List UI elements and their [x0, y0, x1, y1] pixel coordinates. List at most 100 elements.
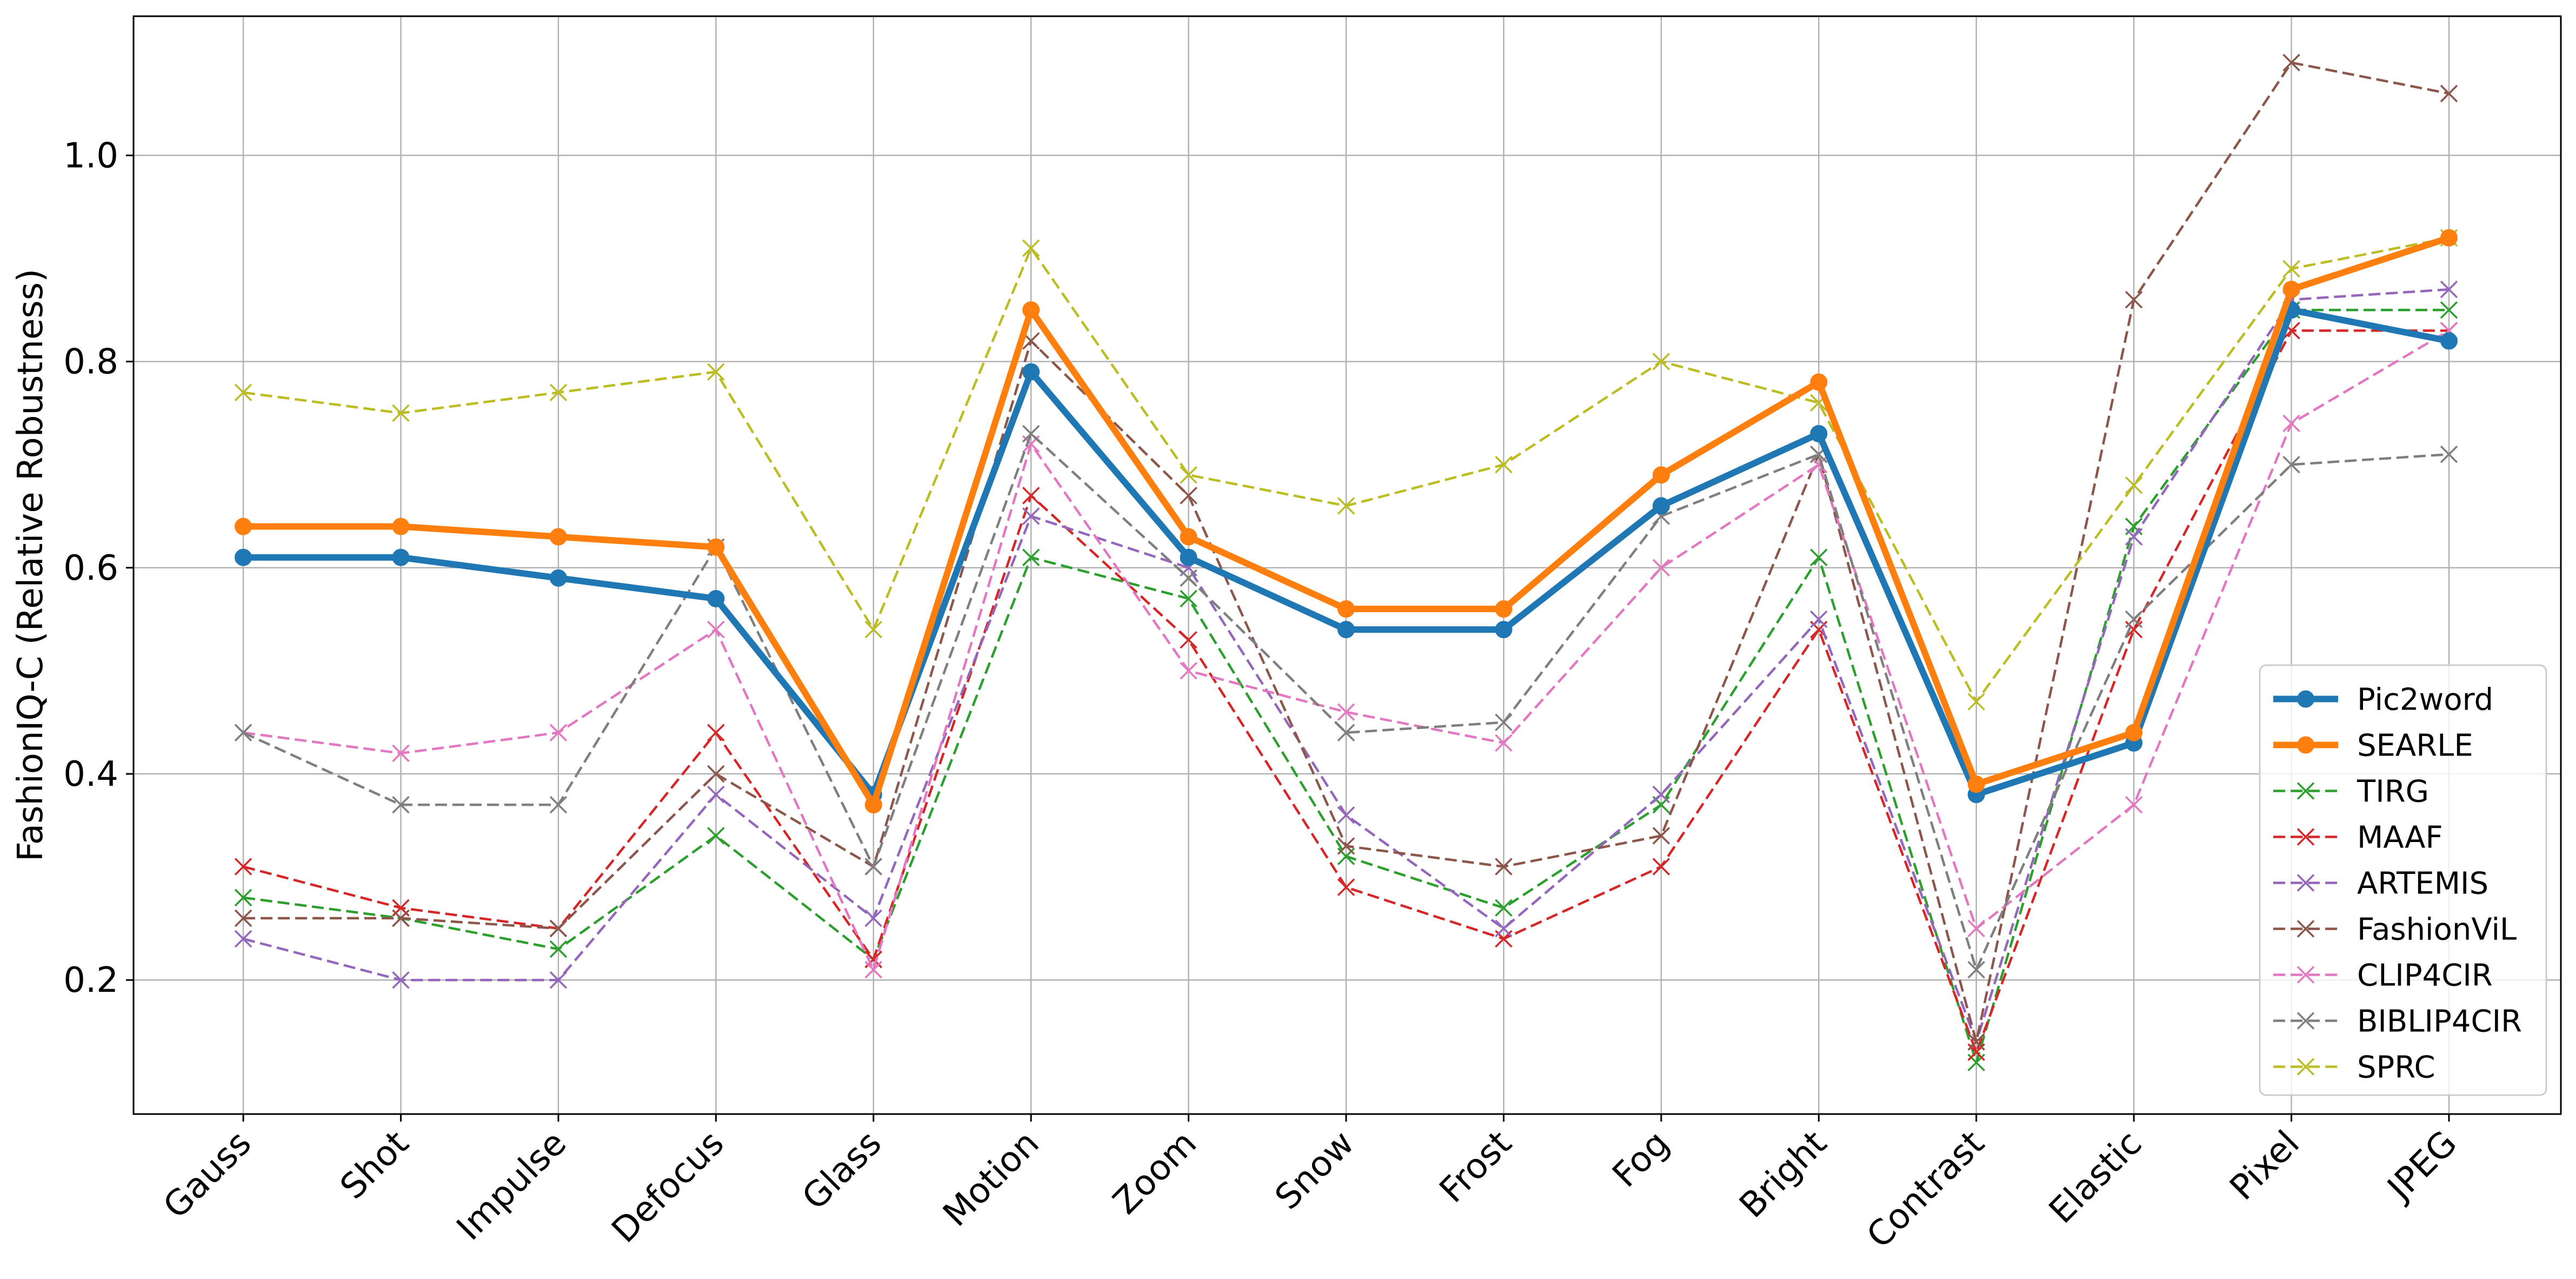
series-artemis-point [1810, 610, 1828, 628]
series-artemis-point [1495, 919, 1513, 938]
series-artemis-point [707, 785, 725, 804]
series-fashionvil-point [1495, 858, 1513, 876]
legend-label: ARTEMIS [2357, 866, 2488, 902]
series-clip4cir-point [1180, 662, 1197, 680]
legend-item-fashionvil: FashionViL [2273, 912, 2517, 947]
x-tick-label: Glass [795, 1123, 889, 1218]
series-pic2word [235, 301, 2458, 804]
series-fashionvil-point [1652, 827, 1670, 845]
series-artemis-point [1022, 507, 1040, 525]
legend-clip4cir-point [2297, 966, 2315, 984]
legend-tirg-point [2297, 782, 2315, 800]
series-clip4cir-point [392, 744, 410, 763]
series-artemis-point [392, 971, 410, 989]
series-artemis-point [1337, 806, 1355, 824]
series-maaf-point [1652, 858, 1670, 876]
series-fashionvil-point [1337, 837, 1355, 855]
series-clip4cir-point [1337, 703, 1355, 721]
series-biblip4cir-point [2282, 455, 2300, 474]
series-searle-point [2440, 229, 2458, 247]
series-biblip4cir-point [1022, 425, 1040, 443]
legend-biblip4cir-point [2297, 1012, 2315, 1030]
legend-label: CLIP4CIR [2357, 958, 2493, 993]
x-tick-label: Contrast [1859, 1123, 1992, 1256]
series-artemis-point [2440, 280, 2458, 299]
series-fashionvil-point [234, 909, 252, 927]
series-artemis-point [234, 930, 252, 948]
series-biblip4cir-point [1337, 724, 1355, 741]
y-tick-label: 0.8 [63, 342, 118, 382]
series-fashionvil-point [1180, 487, 1197, 505]
series-sprc-point [707, 363, 725, 381]
legend-maaf-point [2297, 828, 2315, 846]
series-clip4cir-point [2282, 414, 2300, 433]
legend-item-maaf: MAAF [2273, 820, 2443, 856]
series-tirg-point [2440, 301, 2458, 319]
legend: Pic2word SEARLE TIRG MAAF ARTEMIS FashionViL C… [2259, 664, 2547, 1096]
legend-label: SPRC [2357, 1050, 2435, 1085]
series-searle-point [2125, 724, 2143, 741]
series-artemis-point [864, 909, 882, 927]
series-fashionvil-point [1967, 1033, 1985, 1051]
series-fashionvil-point [2125, 290, 2143, 309]
series-pic2word-point [549, 569, 567, 587]
series-clip4cir-point [1967, 919, 1985, 938]
series-biblip4cir-point [234, 724, 252, 741]
series-clip4cir-point [1495, 734, 1513, 752]
series-sprc-point [864, 620, 882, 639]
series-tirg-point [1180, 589, 1197, 608]
legend-item-searle: SEARLE [2273, 728, 2473, 764]
series-pic2word-point [1495, 621, 1513, 639]
series-biblip4cir-point [1180, 569, 1197, 587]
series-clip4cir-point [549, 724, 568, 741]
legend-item-clip4cir: CLIP4CIR [2273, 958, 2493, 993]
series-sprc-point [1022, 239, 1040, 257]
y-axis-ticks: 0.2 0.4 0.6 0.8 1.0 [63, 136, 134, 1000]
series-tirg-point [1022, 548, 1040, 566]
x-tick-label: Zoom [1106, 1123, 1204, 1222]
series-searle-point [1495, 600, 1513, 618]
series-searle-point [1810, 373, 1828, 391]
x-tick-label: Defocus [604, 1123, 732, 1251]
series-searle-point [1967, 776, 1985, 793]
legend-item-tirg: TIRG [2273, 774, 2429, 810]
legend-artemis-point [2297, 874, 2315, 892]
series-biblip4cir-point [392, 796, 410, 814]
legend-pic2word-point [2297, 690, 2314, 708]
legend-label: MAAF [2357, 820, 2443, 856]
series-sprc-point [549, 383, 568, 401]
series-tirg-point [549, 940, 568, 958]
y-axis-label: FashionIQ-C (Relative Robustness) [11, 269, 51, 861]
legend-sprc-point [2297, 1058, 2315, 1076]
series-sprc [234, 229, 2458, 711]
series-biblip4cir-point [2125, 610, 2143, 628]
series-sprc-point [1337, 497, 1355, 515]
x-tick-label: Fog [1605, 1123, 1677, 1195]
legend-label: Pic2word [2357, 682, 2493, 718]
legend-label: BIBLIP4CIR [2357, 1004, 2522, 1039]
legend-fashionvil-point [2297, 920, 2315, 938]
series-searle-point [235, 518, 252, 535]
series-sprc-point [2125, 476, 2143, 494]
legend-box [2259, 664, 2547, 1096]
series-searle-point [549, 528, 567, 546]
series-maaf-point [234, 858, 252, 876]
x-tick-label: Snow [1268, 1123, 1362, 1217]
legend-label: SEARLE [2357, 728, 2473, 764]
series-fashionvil-point [707, 765, 725, 783]
x-tick-label: JPEG [2379, 1123, 2465, 1209]
y-tick-label: 0.6 [63, 548, 118, 588]
series-searle-point [1180, 528, 1197, 546]
series-pic2word-point [235, 548, 252, 566]
series-fashionvil-point [549, 919, 568, 938]
series-lines [234, 54, 2458, 1071]
x-tick-label: Bright [1732, 1123, 1835, 1226]
series-tirg-point [1810, 548, 1828, 566]
series-maaf-point [1022, 487, 1040, 505]
y-tick-label: 1.0 [63, 136, 118, 176]
x-tick-label: Pixel [2222, 1123, 2307, 1208]
series-sprc-point [1652, 353, 1670, 370]
series-pic2word-point [1337, 621, 1355, 639]
series-biblip4cir [234, 425, 2458, 979]
series-searle-point [2282, 281, 2300, 299]
